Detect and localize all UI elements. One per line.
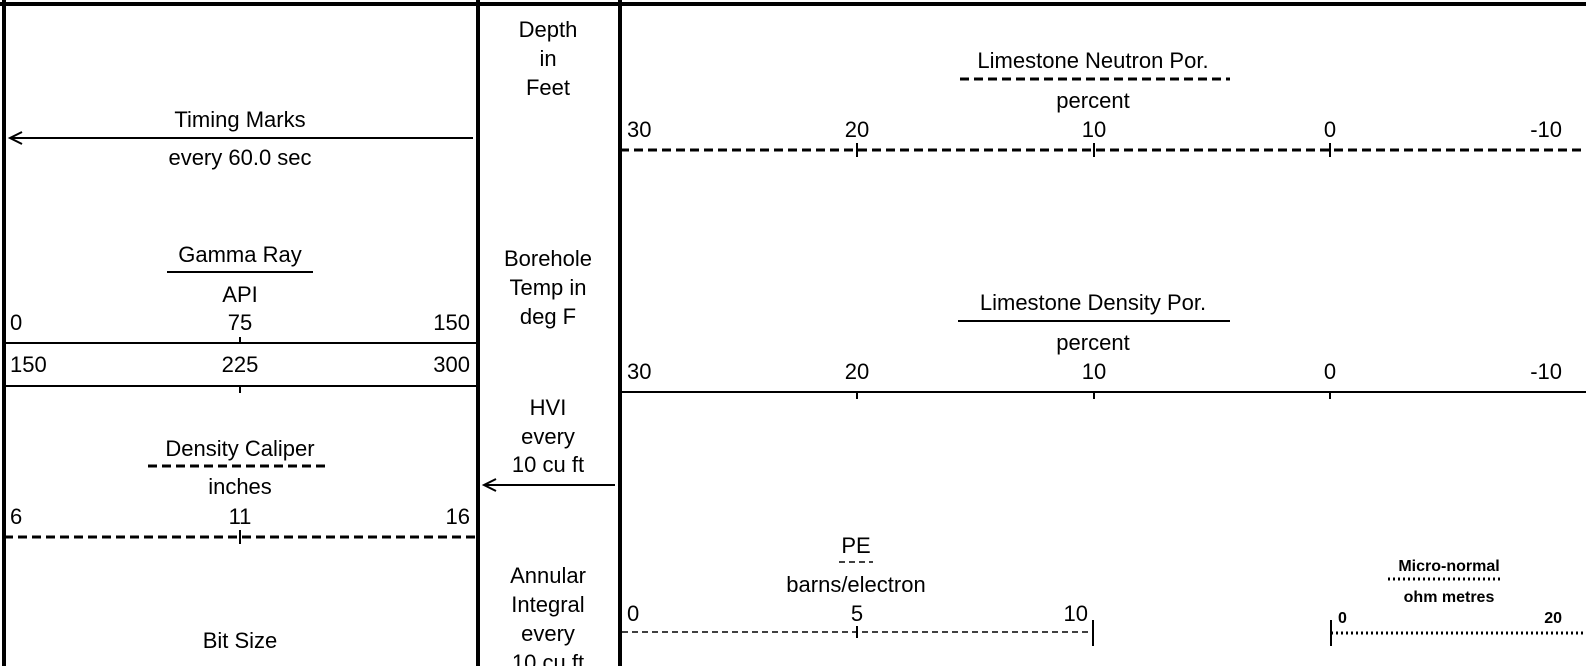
label: HVI [530,395,567,420]
scale: 300 [433,352,470,377]
scale: 0 [1338,610,1347,627]
arrowhead [7,131,23,145]
unit: ohm metres [1404,589,1495,606]
unit: percent [1056,330,1129,355]
scale: 225 [222,352,259,377]
label: Feet [526,75,570,100]
scale: 11 [229,504,252,529]
scale: 10 [1082,359,1106,384]
label: every [521,621,575,646]
label: every 60.0 sec [168,145,311,170]
scale: 20 [845,117,869,142]
label: deg F [520,304,576,329]
scale: -10 [1530,359,1562,384]
scale: 0 [1324,359,1336,384]
label: every [521,424,575,449]
scale: 75 [228,310,252,335]
unit: inches [208,474,272,499]
label: 10 cu ft [512,452,584,477]
scale: 16 [446,504,470,529]
title: Gamma Ray [178,242,301,267]
label: Integral [511,592,584,617]
scale: 20 [845,359,869,384]
title: Limestone Neutron Por. [977,48,1208,73]
scale: 10 [1064,601,1088,626]
title: Density Caliper [165,436,314,461]
label: Temp in [509,275,586,300]
label: Depth [519,17,578,42]
scale: 6 [10,504,22,529]
scale: 0 [627,601,639,626]
label: Borehole [504,246,592,271]
unit: percent [1056,88,1129,113]
title: Micro-normal [1398,558,1499,575]
scale: 10 [1082,117,1106,142]
label: Annular [510,563,586,588]
scale: 150 [433,310,470,335]
scale: 0 [1324,117,1336,142]
label: 10 cu ft [512,650,584,666]
scale: 0 [10,310,22,335]
title: Bit Size [203,628,278,653]
scale: 20 [1544,610,1562,627]
scale: 30 [627,359,651,384]
arrowhead [481,478,497,492]
scale: -10 [1530,117,1562,142]
title: Limestone Density Por. [980,290,1206,315]
title: PE [841,533,870,558]
scale: 30 [627,117,651,142]
label: in [539,46,556,71]
unit: barns/electron [786,572,925,597]
label: Timing Marks [174,107,305,132]
unit: API [222,282,257,307]
scale: 150 [10,352,47,377]
scale: 5 [851,601,863,626]
